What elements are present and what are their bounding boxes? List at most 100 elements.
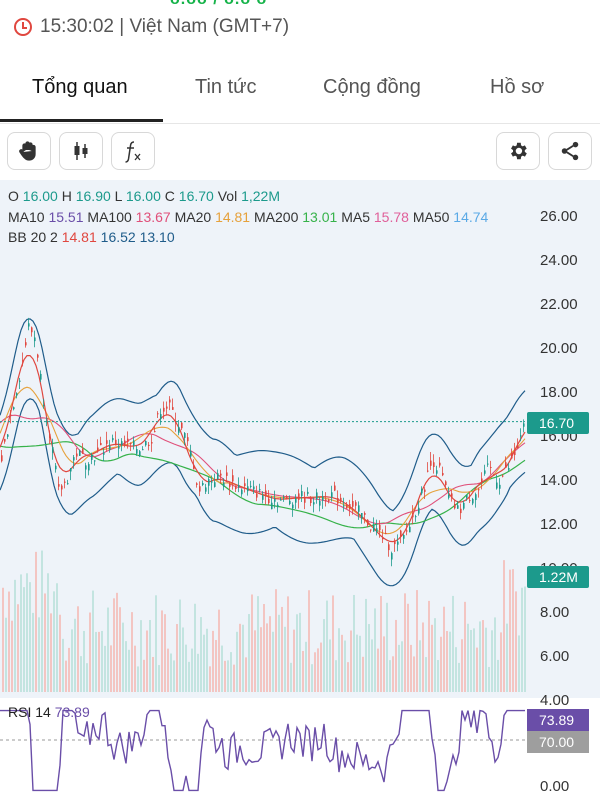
volume-bar — [353, 594, 355, 692]
candle-body — [67, 483, 69, 485]
candle-body — [487, 463, 489, 465]
candle-body — [181, 422, 183, 429]
candle-body — [325, 499, 327, 502]
price-tick: 18.00 — [540, 384, 578, 401]
candle-body — [88, 464, 90, 471]
candle-body — [379, 524, 381, 531]
rsi-label: RSI 14 — [8, 704, 51, 720]
price-chart-canvas[interactable] — [0, 180, 600, 800]
close-label: C — [164, 188, 175, 204]
tab-overview[interactable]: Tổng quan — [32, 76, 128, 98]
candle-body — [283, 497, 285, 499]
ma100-line — [0, 414, 526, 525]
open-value: 16.00 — [22, 188, 58, 204]
volume-bar — [275, 589, 277, 692]
candle-body — [187, 437, 189, 442]
candle-body — [496, 482, 498, 489]
settings-button[interactable] — [496, 132, 540, 170]
volume-bar — [77, 606, 79, 692]
volume-bar — [470, 629, 472, 692]
candle-body — [274, 498, 276, 502]
volume-bar — [287, 596, 289, 692]
candle-body — [229, 483, 231, 487]
candle-body — [322, 496, 324, 501]
candle-body — [400, 530, 402, 537]
tab-news[interactable]: Tin tức — [195, 76, 257, 98]
candle-body — [523, 423, 525, 427]
candle-body — [193, 465, 195, 470]
volume-bar — [323, 619, 325, 692]
candle-body — [454, 503, 456, 509]
candle-body — [466, 494, 468, 498]
candle-body — [61, 485, 63, 490]
volume-bar — [524, 586, 526, 692]
active-tab-indicator — [0, 119, 163, 122]
volume-bar — [278, 614, 280, 692]
volume-bar — [404, 593, 406, 692]
candle-body — [202, 483, 204, 485]
price-chart-panel[interactable]: O 16.00 H 16.90 L 16.00 C 16.70 Vol 1,22… — [0, 180, 600, 800]
price-tick: 26.00 — [540, 208, 578, 225]
candle-body — [64, 481, 66, 483]
candle-body — [457, 505, 459, 509]
volume-bar — [122, 622, 124, 692]
volume-bar — [227, 660, 229, 692]
chart-toolbar — [0, 124, 600, 180]
candle-body — [292, 504, 294, 509]
candle-body — [100, 442, 102, 446]
volume-bar — [164, 614, 166, 692]
volume-bar — [251, 594, 253, 692]
volume-bar — [158, 665, 160, 692]
volume-badge: 1.22M — [527, 566, 589, 588]
volume-bar — [419, 640, 421, 692]
candle-body — [118, 446, 120, 449]
candle-body — [157, 413, 159, 415]
draw-tool-button[interactable] — [7, 132, 51, 170]
ohlc-legend: O 16.00 H 16.90 L 16.00 C 16.70 Vol 1,22… — [8, 188, 280, 204]
candle-body — [436, 470, 438, 474]
volume-bar — [119, 607, 121, 692]
candle-body — [214, 482, 216, 487]
candle-body — [361, 513, 363, 519]
candle-body — [310, 498, 312, 504]
candle-body — [427, 470, 429, 472]
volume-bar — [506, 623, 508, 692]
volume-bar — [35, 551, 37, 692]
candle-body — [307, 491, 309, 494]
volume-bar — [131, 612, 133, 692]
chart-type-button[interactable] — [59, 132, 103, 170]
volume-bar — [215, 639, 217, 692]
candle-body — [172, 407, 174, 410]
volume-bar — [104, 645, 106, 692]
candle-body — [235, 485, 237, 490]
share-button[interactable] — [548, 132, 592, 170]
tab-profile[interactable]: Hồ sơ — [490, 76, 545, 98]
candle-body — [304, 497, 306, 503]
candle-body — [421, 488, 423, 494]
volume-bar — [308, 590, 310, 692]
indicators-button[interactable] — [111, 132, 155, 170]
volume-bar — [5, 617, 7, 692]
volume-bar — [458, 662, 460, 692]
candle-body — [337, 497, 339, 504]
volume-bar — [311, 664, 313, 692]
volume-bar — [341, 634, 343, 692]
volume-bar — [23, 587, 25, 692]
candle-body — [223, 482, 225, 487]
volume-bar — [176, 624, 178, 692]
ma100-value: 13.67 — [135, 209, 171, 225]
volume-bar — [335, 660, 337, 692]
volume-bar — [272, 631, 274, 692]
volume-bar — [134, 645, 136, 692]
ma10-label: MA10 — [8, 209, 45, 225]
ma5-value: 15.78 — [373, 209, 409, 225]
candle-body — [313, 502, 315, 505]
last-price-badge: 16.70 — [527, 412, 589, 434]
candle-body — [370, 529, 372, 531]
candle-body — [262, 495, 264, 500]
candle-body — [211, 481, 213, 483]
volume-bar — [200, 617, 202, 692]
tab-community[interactable]: Cộng đồng — [323, 76, 421, 98]
volume-bar — [464, 601, 466, 692]
volume-bar — [125, 641, 127, 692]
